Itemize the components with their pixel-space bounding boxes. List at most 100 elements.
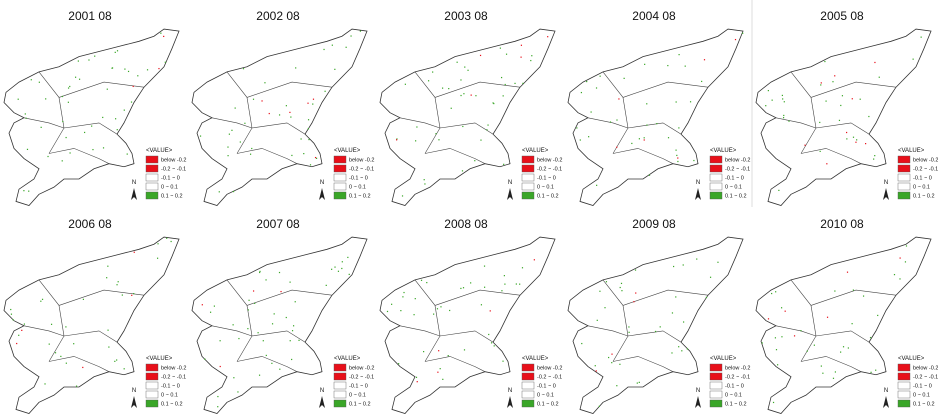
legend: <VALUE> below -0.2 -0.2 ~ -0.1 -0.1 ~ 0 0 ~ … bbox=[145, 148, 186, 199]
legend-swatch bbox=[709, 182, 723, 191]
pixel bbox=[899, 257, 901, 259]
province-border bbox=[775, 117, 817, 129]
pixel bbox=[771, 292, 773, 295]
country-outline bbox=[191, 28, 368, 206]
pixel bbox=[492, 102, 494, 104]
country-outline bbox=[379, 28, 556, 206]
pixel bbox=[285, 105, 287, 107]
pixel bbox=[493, 102, 495, 105]
legend-label: 0 ~ 0.1 bbox=[913, 392, 930, 398]
pixel bbox=[107, 329, 109, 331]
pixel bbox=[156, 257, 159, 259]
pixel bbox=[130, 101, 133, 103]
pixel bbox=[133, 251, 135, 253]
province-border bbox=[434, 289, 521, 306]
legend-swatch bbox=[333, 191, 347, 200]
legend-swatch bbox=[145, 164, 159, 173]
panel-title: 2003 08 bbox=[444, 9, 488, 23]
legend-swatch bbox=[333, 155, 347, 164]
legend-label: below -0.2 bbox=[913, 365, 938, 371]
legend-swatch bbox=[521, 399, 535, 408]
pixel bbox=[341, 267, 343, 270]
pixel bbox=[107, 265, 109, 267]
legend-label: 0.1 ~ 0.2 bbox=[537, 401, 559, 407]
pixel bbox=[18, 334, 20, 336]
pixel bbox=[487, 124, 489, 126]
country-outline bbox=[3, 28, 180, 206]
pixel bbox=[480, 139, 482, 141]
pixel bbox=[851, 98, 853, 100]
legend: <VALUE> below -0.2 -0.2 ~ -0.1 -0.1 ~ 0 0 ~ … bbox=[897, 356, 938, 407]
pixel bbox=[638, 381, 640, 383]
pixel bbox=[605, 281, 608, 283]
legend-header: <VALUE> bbox=[710, 356, 737, 362]
pixel bbox=[303, 152, 305, 155]
legend-label: 0 ~ 0.1 bbox=[537, 184, 554, 190]
pixel bbox=[166, 237, 168, 239]
legend-swatch bbox=[897, 182, 911, 191]
pixel bbox=[398, 363, 400, 365]
legend-swatch bbox=[521, 182, 535, 191]
country-outline bbox=[755, 28, 932, 206]
pixel bbox=[623, 77, 625, 79]
legend: <VALUE> below -0.2 -0.2 ~ -0.1 -0.1 ~ 0 0 ~ … bbox=[333, 148, 374, 200]
legend-label: -0.2 ~ -0.1 bbox=[913, 166, 938, 172]
pixel bbox=[634, 269, 637, 271]
panel-title: 2004 08 bbox=[632, 9, 676, 23]
pixel bbox=[598, 405, 601, 407]
pixel bbox=[499, 47, 501, 49]
pixel bbox=[819, 121, 821, 124]
pixel bbox=[852, 136, 855, 138]
pixel bbox=[646, 103, 648, 105]
province-border bbox=[58, 289, 145, 306]
pixel bbox=[426, 281, 428, 284]
pixel bbox=[50, 323, 53, 325]
pixel bbox=[312, 98, 315, 100]
pixel bbox=[132, 85, 134, 88]
pixel bbox=[484, 286, 486, 288]
province-border bbox=[424, 148, 486, 164]
legend-swatch bbox=[333, 372, 347, 381]
pixel bbox=[840, 104, 842, 107]
legend-label: below -0.2 bbox=[537, 157, 562, 163]
pixel bbox=[237, 391, 239, 393]
pixel bbox=[341, 261, 343, 263]
legend-swatch bbox=[897, 390, 911, 399]
pixel bbox=[298, 339, 300, 341]
pixel bbox=[826, 316, 829, 318]
pixel bbox=[464, 66, 466, 68]
pixel bbox=[116, 50, 119, 52]
legend-swatch bbox=[897, 191, 911, 200]
pixel bbox=[234, 107, 236, 109]
pixel bbox=[596, 184, 598, 186]
province-border bbox=[627, 330, 682, 343]
pixel bbox=[635, 292, 637, 294]
legend: <VALUE> below -0.2 -0.2 ~ -0.1 -0.1 ~ 0 0 ~ … bbox=[521, 356, 562, 408]
pixel bbox=[820, 82, 822, 84]
pixel bbox=[62, 120, 64, 123]
legend-label: -0.1 ~ 0 bbox=[913, 175, 932, 181]
panel-title: 2009 08 bbox=[632, 217, 676, 231]
pixel bbox=[782, 98, 784, 100]
pixel bbox=[840, 351, 842, 353]
pixel bbox=[644, 63, 646, 65]
pixel bbox=[920, 36, 922, 38]
legend: <VALUE> below -0.2 -0.2 ~ -0.1 -0.1 ~ 0 0 ~ … bbox=[709, 356, 750, 407]
legend-swatch bbox=[897, 381, 911, 390]
pixel bbox=[331, 44, 333, 46]
pixel bbox=[309, 164, 312, 166]
pixel bbox=[414, 298, 416, 300]
legend-label: -0.2 ~ -0.1 bbox=[349, 374, 374, 380]
pixel bbox=[765, 105, 767, 107]
pixel bbox=[259, 271, 261, 274]
pixel bbox=[416, 126, 418, 128]
province-border bbox=[602, 71, 629, 154]
pixel bbox=[432, 71, 434, 73]
legend-header: <VALUE> bbox=[898, 148, 925, 154]
pixel bbox=[788, 120, 790, 122]
pixel bbox=[595, 370, 597, 372]
pixel bbox=[486, 129, 488, 131]
pixel bbox=[423, 351, 425, 353]
legend-label: -0.2 ~ -0.1 bbox=[913, 374, 938, 380]
pixel bbox=[441, 87, 444, 89]
